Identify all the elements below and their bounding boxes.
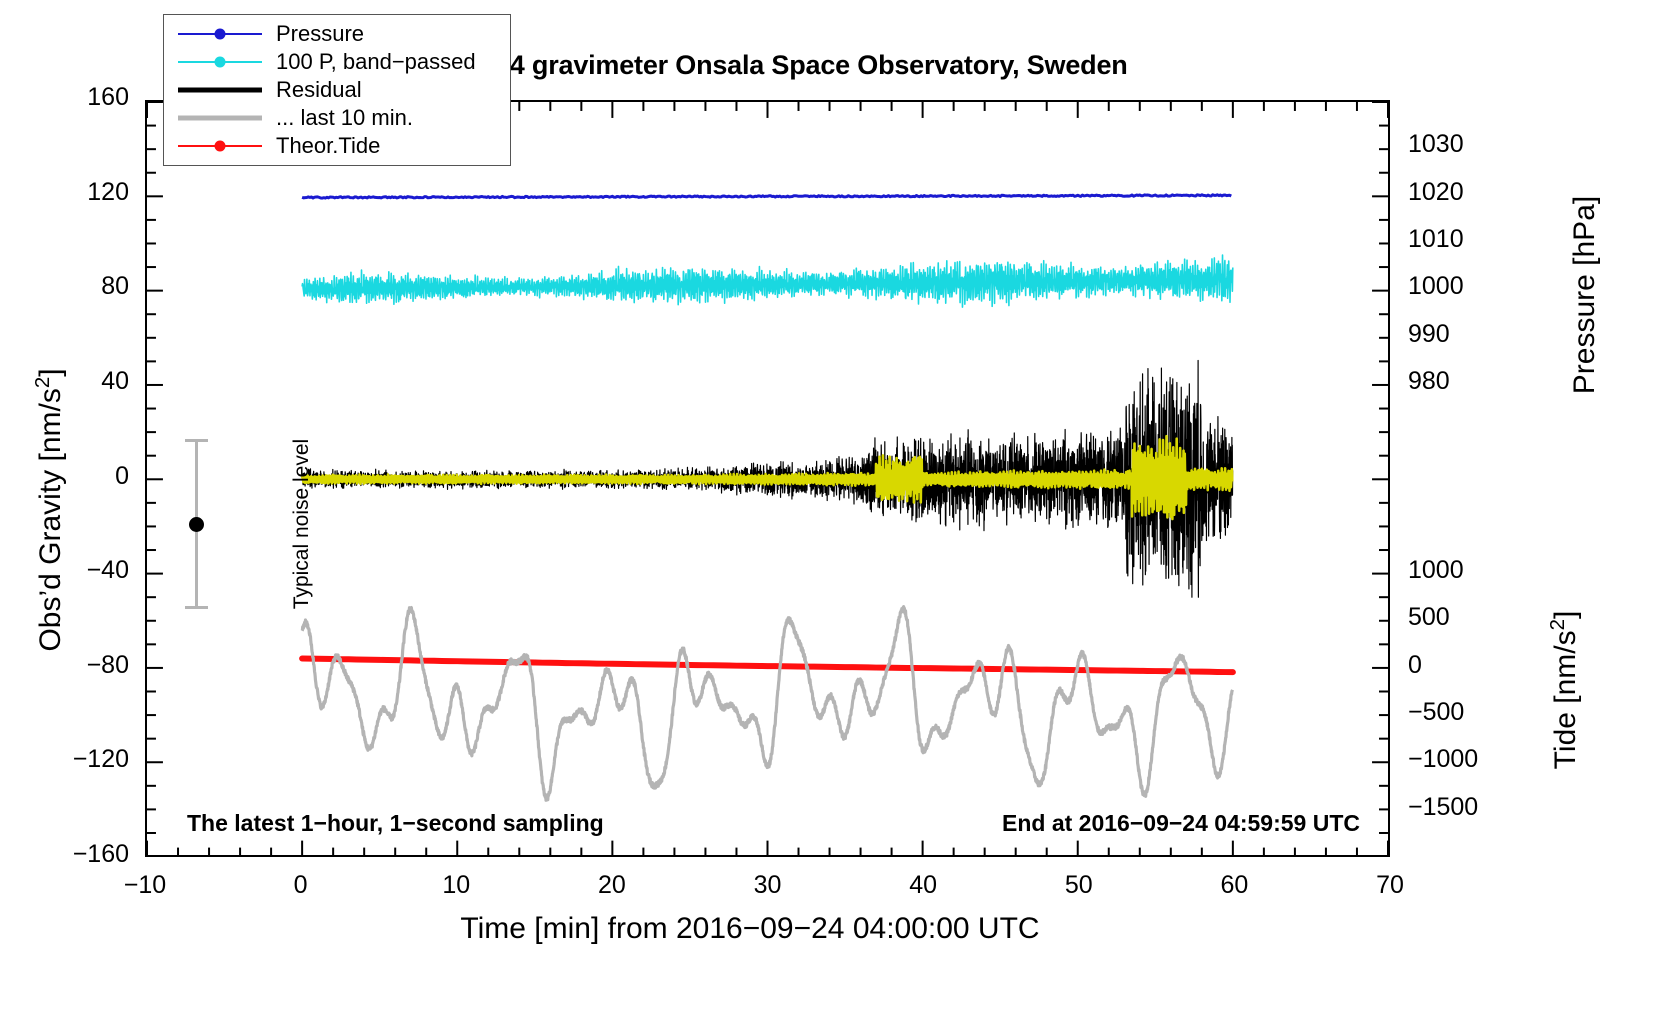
legend-label-2: Residual	[276, 77, 362, 102]
legend-label-3: ... last 10 min.	[276, 105, 413, 130]
legend-item-1[interactable]: 100 P, band−passed	[164, 48, 510, 76]
x-tick-6: 50	[1064, 871, 1093, 899]
series-last-10-min	[300, 605, 1235, 802]
typical-noise-level-annotation: Typical noise level	[177, 439, 313, 609]
legend: Pressure 100 P, band−passed Residual ... la…	[163, 14, 511, 166]
x-tick-1: 0	[293, 871, 308, 899]
legend-label-1: 100 P, band−passed	[276, 49, 476, 74]
legend-swatch-4	[178, 139, 262, 153]
y-axis-left-title: Obs’d Gravity [nm/s2]	[32, 368, 67, 652]
y-tick-right-tide-2: 0	[1408, 650, 1422, 679]
y-tick-left-6: −80	[86, 650, 129, 679]
legend-swatch-0	[178, 27, 262, 41]
y-tick-right-tide-0: 1000	[1408, 556, 1464, 585]
x-tick-0: −10	[123, 871, 167, 899]
x-tick-4: 30	[753, 871, 782, 899]
y-tick-right-pressure-4: 990	[1408, 319, 1450, 348]
y-tick-right-tide-1: 500	[1408, 603, 1450, 632]
y-tick-right-pressure-1: 1020	[1408, 177, 1464, 206]
x-axis-title: Time [min] from 2016−09−24 04:00:00 UTC	[460, 912, 1040, 945]
y-tick-right-pressure-5: 980	[1408, 366, 1450, 395]
x-tick-7: 60	[1220, 871, 1249, 899]
x-tick-2: 10	[442, 871, 471, 899]
noise-level-label: Typical noise level	[290, 438, 313, 610]
legend-swatch-1	[178, 55, 262, 69]
legend-swatch-2	[178, 83, 262, 97]
noise-center-dot	[189, 517, 204, 532]
y-tick-right-tide-4: −1000	[1408, 745, 1479, 774]
y-axis-right-tide-title: Tide [nm/s2]	[1547, 610, 1582, 770]
y-tick-left-2: 80	[101, 272, 129, 301]
chart-title: SCG_054 gravimeter Onsala Space Observat…	[407, 50, 1128, 80]
legend-item-4[interactable]: Theor.Tide	[164, 132, 510, 160]
series-band-passed	[301, 254, 1234, 308]
y-tick-right-pressure-2: 1010	[1408, 224, 1464, 253]
x-tick-3: 20	[597, 871, 626, 899]
x-tick-5: 40	[909, 871, 938, 899]
y-tick-right-tide-5: −1500	[1408, 792, 1479, 821]
legend-label-0: Pressure	[276, 21, 365, 46]
y-tick-right-pressure-3: 1000	[1408, 272, 1464, 301]
noise-errorbar-cap-top	[185, 439, 208, 442]
legend-item-3[interactable]: ... last 10 min.	[164, 104, 510, 132]
plot-canvas	[147, 102, 1388, 857]
y-tick-left-7: −120	[72, 745, 129, 774]
legend-item-2[interactable]: Residual	[164, 76, 510, 104]
sampling-note: The latest 1−hour, 1−second sampling	[187, 810, 604, 836]
plot-frame: Typical noise level The latest 1−hour, 1…	[145, 100, 1390, 857]
end-time-note: End at 2016−09−24 04:59:59 UTC	[1002, 810, 1360, 836]
series-residual-smoothed	[300, 434, 1234, 521]
y-axis-right-pressure-title: Pressure [hPa]	[1568, 195, 1601, 395]
y-tick-right-pressure-0: 1030	[1408, 130, 1464, 159]
series-theor-tide	[299, 655, 1236, 676]
series-pressure	[301, 193, 1232, 200]
y-tick-left-1: 120	[87, 177, 129, 206]
y-tick-left-4: 0	[115, 461, 129, 490]
y-tick-left-3: 40	[101, 366, 129, 395]
legend-item-0[interactable]: Pressure	[164, 20, 510, 48]
legend-label-4: Theor.Tide	[276, 133, 381, 158]
y-tick-left-0: 160	[87, 83, 129, 111]
noise-errorbar-cap-bottom	[185, 606, 208, 609]
y-tick-right-tide-3: −500	[1408, 698, 1465, 727]
y-tick-left-5: −40	[86, 556, 129, 585]
x-tick-8: 70	[1376, 871, 1404, 899]
y-tick-left-8: −160	[72, 840, 129, 868]
legend-swatch-3	[178, 111, 262, 125]
